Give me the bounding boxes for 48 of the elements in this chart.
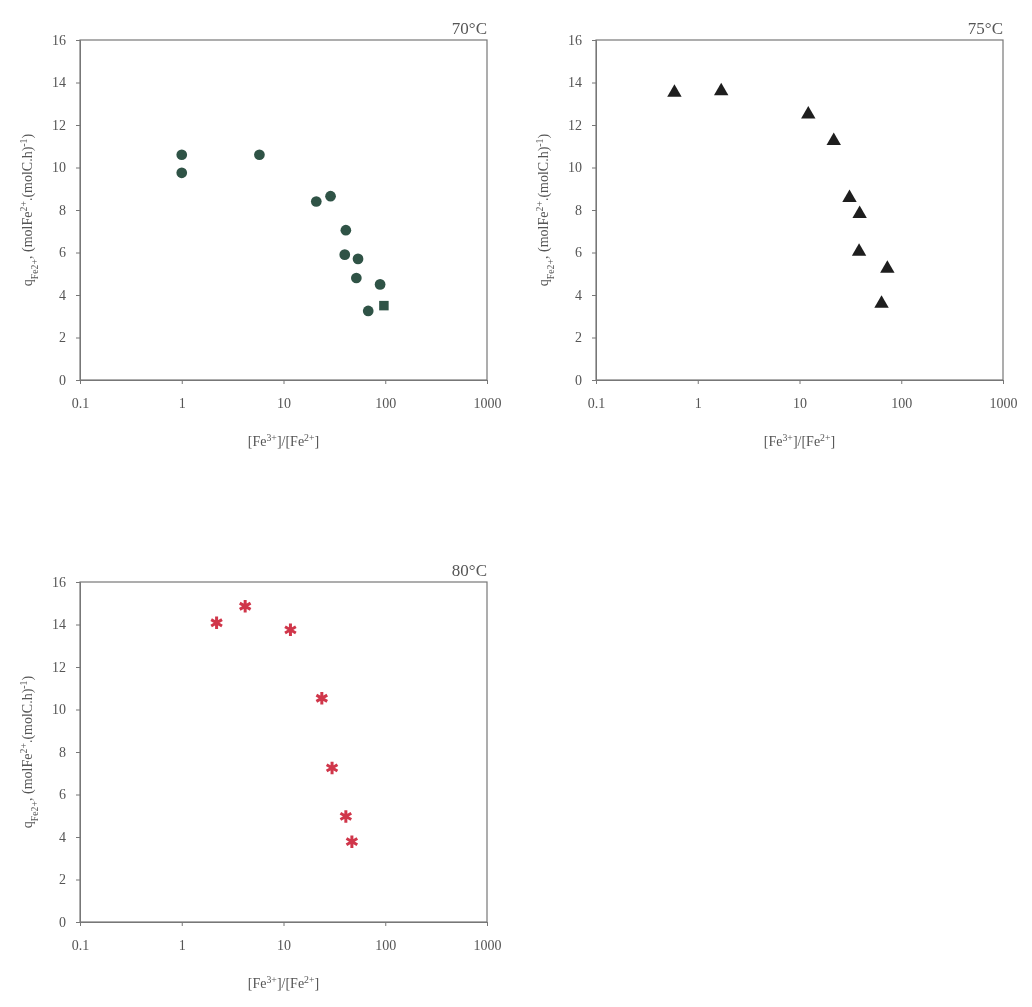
x-tick-label: 1000	[989, 395, 1018, 411]
y-tick-label: 6	[59, 245, 66, 261]
y-tick-label: 10	[52, 702, 66, 718]
x-tick-label: 1	[694, 395, 702, 411]
y-tick-label: 10	[568, 160, 582, 176]
y-tick-label: 14	[568, 75, 582, 91]
x-axis-title: [Fe$^{3+}$]/[Fe$^{2+}$]	[247, 431, 320, 449]
chart-title: 70°C	[451, 19, 487, 38]
y-tick-label: 12	[52, 117, 66, 133]
x-tick-label: 0.1	[71, 395, 90, 411]
x-tick-label: 100	[375, 395, 397, 411]
x-tick-label: 10	[277, 937, 291, 953]
y-tick-label: 12	[52, 659, 66, 675]
y-tick-label: 0	[59, 372, 66, 388]
x-tick-label: 1000	[473, 395, 502, 411]
y-tick-label: 8	[59, 744, 66, 760]
y-tick-label: 2	[59, 330, 66, 346]
x-tick-label: 1	[178, 395, 186, 411]
x-axis-title: [Fe$^{3+}$]/[Fe$^{2+}$]	[247, 973, 320, 991]
y-tick-label: 12	[568, 117, 582, 133]
y-tick-label: 6	[59, 787, 66, 803]
y-tick-label: 14	[52, 617, 66, 633]
x-tick-label: 100	[891, 395, 913, 411]
y-tick-label: 16	[52, 574, 66, 590]
y-tick-label: 0	[575, 372, 582, 388]
y-tick-label: 4	[59, 287, 66, 303]
x-axis-title: [Fe$^{3+}$]/[Fe$^{2+}$]	[763, 431, 836, 449]
y-tick-label: 0	[59, 914, 66, 930]
y-tick-label: 8	[575, 202, 582, 218]
y-tick-label: 2	[575, 330, 582, 346]
y-tick-label: 10	[52, 160, 66, 176]
x-tick-label: 1	[178, 937, 186, 953]
x-tick-label: 10	[277, 395, 291, 411]
x-tick-label: 0.1	[71, 937, 90, 953]
y-tick-label: 16	[52, 32, 66, 48]
x-tick-label: 100	[375, 937, 397, 953]
y-tick-label: 14	[52, 75, 66, 91]
y-tick-label: 2	[59, 872, 66, 888]
y-tick-label: 8	[59, 202, 66, 218]
x-tick-label: 10	[793, 395, 807, 411]
y-tick-label: 16	[568, 32, 582, 48]
chart-title: 80°C	[451, 561, 487, 580]
y-tick-label: 6	[575, 245, 582, 261]
chart-title: 75°C	[967, 19, 1003, 38]
y-tick-label: 4	[575, 287, 582, 303]
x-tick-label: 0.1	[587, 395, 606, 411]
y-tick-label: 4	[59, 829, 66, 845]
x-tick-label: 1000	[473, 937, 502, 953]
